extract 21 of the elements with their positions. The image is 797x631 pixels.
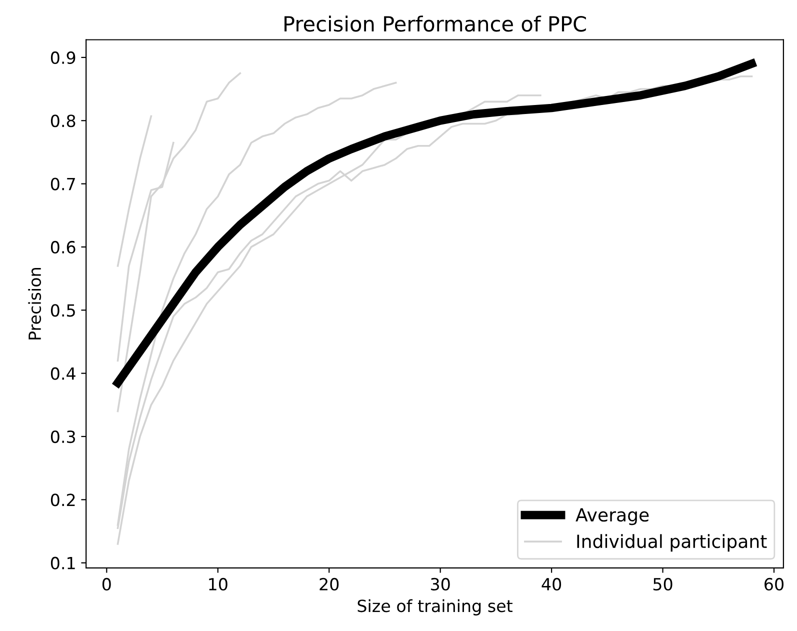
y-tick-label: 0.7 — [50, 178, 75, 190]
x-tick-label: 20 — [320, 578, 339, 591]
x-axis-title: Size of training set — [358, 599, 512, 616]
y-tick-label: 0.4 — [50, 367, 76, 380]
x-tick-label: 0 — [102, 578, 111, 591]
legend-label: Average — [576, 508, 649, 526]
y-tick-label: 0.5 — [50, 304, 75, 317]
y-tick-label: 0.3 — [50, 430, 76, 444]
x-tick-label: 50 — [653, 578, 672, 591]
y-tick-label: 0.9 — [50, 51, 76, 64]
y-axis-title: Precision — [28, 268, 42, 340]
y-tick-label: 0.1 — [50, 556, 75, 570]
x-tick-label: 40 — [542, 578, 562, 591]
y-tick-label: 0.8 — [50, 114, 76, 128]
x-tick-label: 10 — [209, 578, 228, 591]
chart-title: Precision Performance of PPC — [284, 16, 586, 32]
x-tick-label: 30 — [430, 578, 450, 591]
y-tick-label: 0.6 — [50, 240, 76, 254]
legend-label: Individual participant — [577, 534, 767, 552]
y-tick-label: 0.2 — [50, 494, 75, 506]
x-tick-label: 60 — [764, 578, 784, 591]
